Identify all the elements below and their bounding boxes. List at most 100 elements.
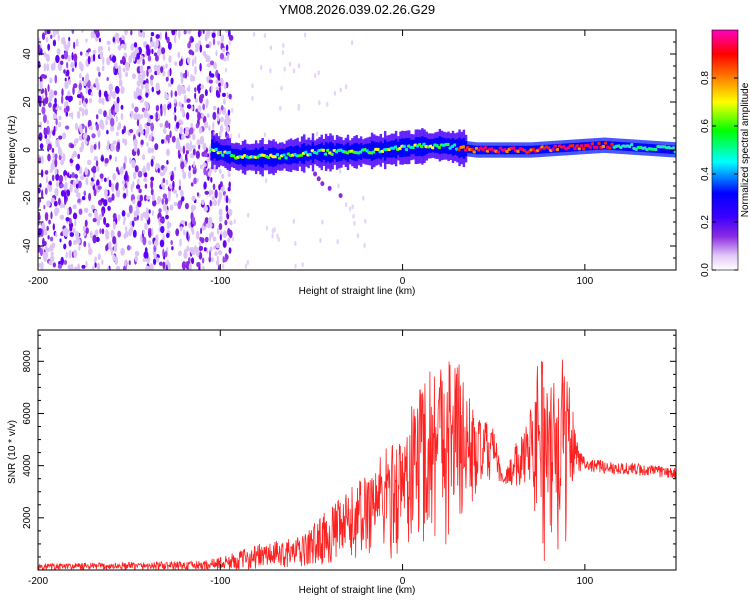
spectrogram-noise-speck <box>54 101 57 108</box>
spectrogram-noise-speck <box>116 141 121 151</box>
spectrogram-noise-speck <box>73 266 79 270</box>
spectrogram-noise-speck <box>151 227 154 236</box>
spectrogram-noise-speck <box>356 233 360 239</box>
spectrogram-noise-speck <box>191 195 196 201</box>
spectrogram-noise-speck <box>94 262 97 268</box>
spectrogram-noise-speck <box>84 125 88 134</box>
spectrogram-noise-speck <box>86 159 92 166</box>
spectrogram-noise-speck <box>44 134 48 139</box>
spectrogram-noise-speck <box>101 209 105 217</box>
spectrogram-noise-speck <box>65 105 70 112</box>
spectrogram-noise-speck <box>90 181 95 187</box>
spectrogram-noise-speck <box>152 258 157 265</box>
spectrogram-noise-speck <box>188 165 191 171</box>
spectrogram-noise-speck <box>46 119 49 125</box>
spectrogram-noise-speck <box>41 189 44 199</box>
spectrogram-noise-speck <box>186 104 192 109</box>
spectrogram-noise-speck <box>92 234 97 244</box>
spectrogram-noise-speck <box>85 177 89 186</box>
spectrogram-noise-speck <box>84 219 88 227</box>
spectrogram-noise-speck <box>58 174 64 183</box>
spectrogram-noise-speck <box>65 251 68 259</box>
spectrogram-noise-speck <box>39 143 44 150</box>
spectrogram-noise-speck <box>77 263 81 270</box>
spectrogram-noise-speck <box>150 180 154 190</box>
spectrogram-noise-speck <box>162 184 166 191</box>
spectrogram-noise-speck <box>225 44 229 52</box>
spectrogram-noise-speck <box>162 103 167 113</box>
colorbar-tick-label: 0.8 <box>700 71 711 85</box>
spectrogram-noise-speck <box>317 70 320 76</box>
spectrogram-noise-speck <box>93 155 99 161</box>
spectrogram-noise-speck <box>51 147 55 153</box>
spectrogram-noise-speck <box>151 210 154 217</box>
spectrogram-noise-speck <box>133 145 138 152</box>
spectrogram-noise-speck <box>132 55 136 62</box>
spectrogram-noise-speck <box>118 71 122 81</box>
spectrogram-band-envelope <box>414 137 418 157</box>
spectrogram-noise-speck <box>39 183 42 188</box>
spectrogram-noise-speck <box>162 261 166 270</box>
spectrogram-noise-speck <box>72 228 76 233</box>
spectrogram-noise-speck <box>99 173 104 179</box>
spectrogram-noise-speck <box>61 88 64 97</box>
spectrogram-noise-speck <box>92 53 96 62</box>
spectrogram-noise-speck <box>190 257 195 265</box>
spectrogram-noise-speck <box>150 122 155 132</box>
spectrogram-band-envelope <box>235 148 238 164</box>
spectrogram-noise-speck <box>115 189 121 198</box>
spectrogram-noise-speck <box>247 212 250 218</box>
spectrogram-noise-speck <box>280 85 283 91</box>
spectrogram-noise-speck <box>364 218 367 224</box>
spectrogram-noise-speck <box>224 67 228 73</box>
spectrogram-noise-speck <box>227 237 231 243</box>
spectrogram-noise-speck <box>66 69 70 77</box>
spectrogram-noise-speck <box>168 82 172 88</box>
spectrogram-noise-speck <box>81 30 84 33</box>
spectrogram-noise-speck <box>218 168 222 174</box>
spectrogram-noise-speck <box>119 168 124 175</box>
spectrogram-band-envelope <box>368 143 372 159</box>
spectrogram-noise-speck <box>183 94 187 104</box>
x-tick-label: 0 <box>400 576 406 587</box>
spectrogram-noise-speck <box>169 102 172 109</box>
spectrogram-band-envelope <box>668 145 671 154</box>
colorbar-tick-label: 0.6 <box>700 119 711 133</box>
colorbar-tick-label: 0.0 <box>700 263 711 277</box>
spectrogram-noise-speck <box>153 64 158 72</box>
spectrogram-noise-speck <box>177 51 181 59</box>
spectrogram-noise-speck <box>68 95 73 102</box>
spectrogram-noise-speck <box>164 197 169 205</box>
spectrogram-noise-speck <box>47 153 51 162</box>
spectrogram-noise-speck <box>351 204 354 210</box>
spectrogram-noise-speck <box>161 47 166 55</box>
spectrogram-noise-speck <box>208 125 211 132</box>
snr-series-line <box>38 359 676 570</box>
spectrogram-noise-speck <box>82 80 87 87</box>
spectrogram-noise-speck <box>112 236 117 245</box>
spectrogram-noise-speck <box>142 230 146 235</box>
spectrogram-noise-speck <box>55 231 58 238</box>
spectrogram-noise-speck <box>80 174 85 180</box>
spectrogram-noise-speck <box>98 108 103 115</box>
spectrogram-noise-speck <box>181 108 185 117</box>
spectrogram-noise-speck <box>136 52 141 60</box>
spectrogram-noise-speck <box>144 100 147 107</box>
spectrogram-noise-speck <box>146 142 149 147</box>
spectrogram-noise-speck <box>93 30 99 35</box>
spectrogram-noise-speck <box>74 187 79 194</box>
spectrogram-noise-speck <box>106 115 110 121</box>
spectrogram-noise-speck <box>140 114 144 119</box>
spectrogram-noise-speck <box>218 82 222 87</box>
spectrogram-noise-speck <box>292 218 296 224</box>
spectrogram-noise-speck <box>64 101 69 107</box>
spectrogram-noise-speck <box>199 164 203 170</box>
spectrogram-noise-speck <box>281 50 285 56</box>
colorbar-label: Normalized spectral amplitude <box>740 82 750 217</box>
spectrogram-noise-speck <box>246 260 249 266</box>
spectrogram-noise-speck <box>38 44 41 53</box>
spectrogram-noise-speck <box>56 180 59 188</box>
spectrogram-noise-speck <box>147 117 151 123</box>
